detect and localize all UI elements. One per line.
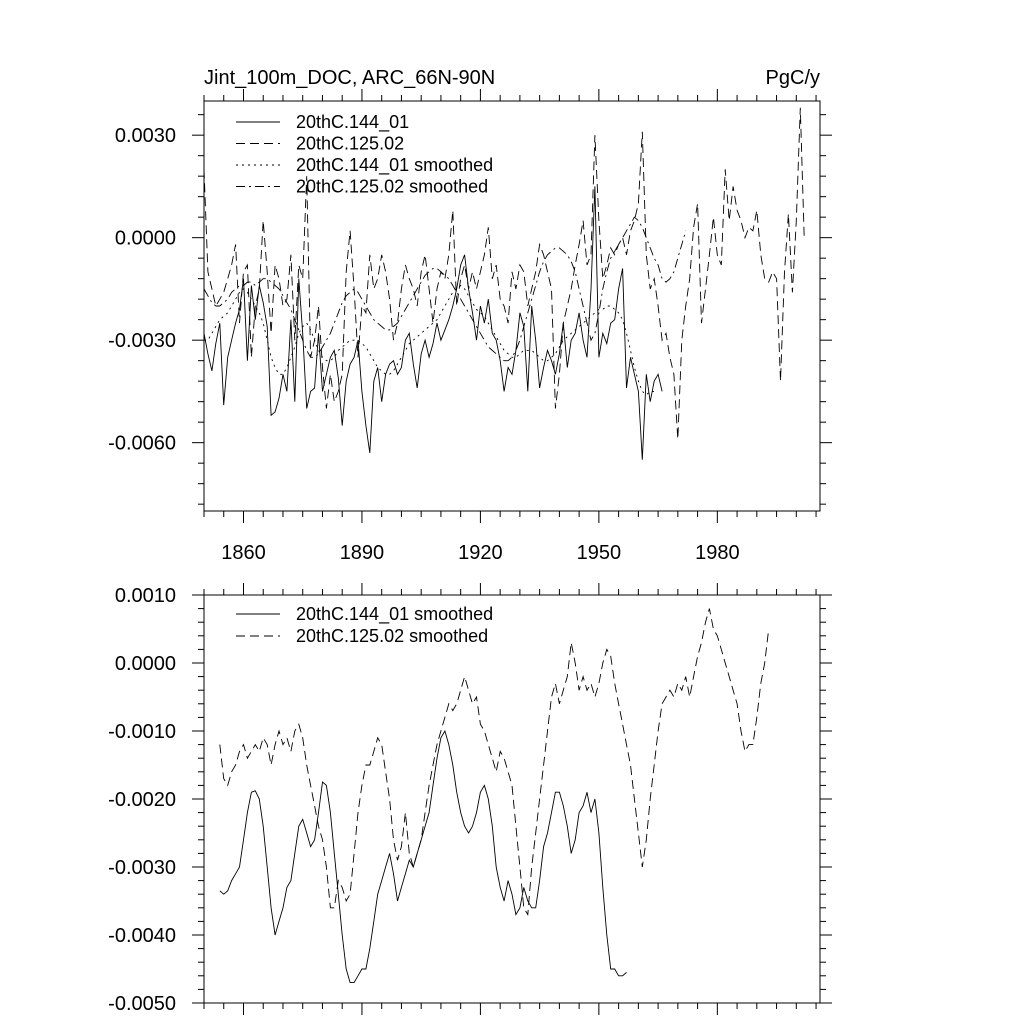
- y-tick-label: -0.0040: [108, 925, 176, 947]
- y-tick-label: 0.0000: [115, 228, 176, 250]
- x-tick-label: 1890: [340, 542, 385, 564]
- legend-label: 20thC.144_01 smoothed: [296, 155, 493, 176]
- y-tick-label: -0.0060: [108, 433, 176, 455]
- series-line-20thc-125-02-smoothed: [219, 608, 770, 917]
- top-ticks-layer: 1860 1890 1920 1950 1980 0.0030 0.0000 -0.0030 -…: [108, 89, 832, 564]
- bottom-ticks-layer: 0.0010 0.0000 -0.0010 -0.0020 -0.0030 -0.0040…: [108, 583, 832, 1015]
- y-tick-label: -0.0030: [108, 857, 176, 879]
- bottom-series-layer: [219, 608, 770, 984]
- x-tick-label: 1920: [458, 542, 503, 564]
- top-panel-units: PgC/y: [766, 67, 820, 89]
- x-tick-label: 1980: [695, 542, 740, 564]
- top-series-layer: [204, 107, 805, 460]
- y-tick-label: 0.0030: [115, 125, 176, 147]
- legend-label: 20thC.144_01 smoothed: [296, 604, 493, 625]
- y-tick-label: 0.0000: [115, 653, 176, 675]
- legend-label: 20thC.125.02 smoothed: [296, 626, 488, 646]
- y-tick-label: 0.0010: [115, 585, 176, 607]
- legend-label: 20thC.125.02: [296, 134, 404, 154]
- bottom-plot-frame: [203, 594, 821, 1004]
- x-tick-label: 1950: [577, 542, 622, 564]
- series-line-20thc-144-01-smoothed: [204, 284, 655, 396]
- series-line-20thc-125-02-smoothed: [204, 216, 687, 362]
- series-line-20thc-144-01: [204, 186, 663, 460]
- y-tick-label: -0.0010: [108, 721, 176, 743]
- y-tick-label: -0.0020: [108, 789, 176, 811]
- legend-label: 20thC.125.02 smoothed: [296, 177, 488, 197]
- x-tick-label: 1860: [221, 542, 266, 564]
- top-panel: Jint_100m_DOC, ARC_66N-90N PgC/y 1860 189…: [108, 67, 832, 564]
- series-line-20thc-125-02: [204, 107, 805, 440]
- top-panel-title: Jint_100m_DOC, ARC_66N-90N: [204, 67, 495, 89]
- legend-label: 20thC.144_01: [296, 112, 409, 133]
- y-tick-label: -0.0030: [108, 330, 176, 352]
- series-line-20thc-144-01-smoothed: [219, 729, 627, 984]
- top-plot-frame: [203, 100, 821, 512]
- y-tick-label: -0.0050: [108, 993, 176, 1015]
- bottom-panel: 0.0010 0.0000 -0.0010 -0.0020 -0.0030 -0.0040…: [108, 583, 832, 1015]
